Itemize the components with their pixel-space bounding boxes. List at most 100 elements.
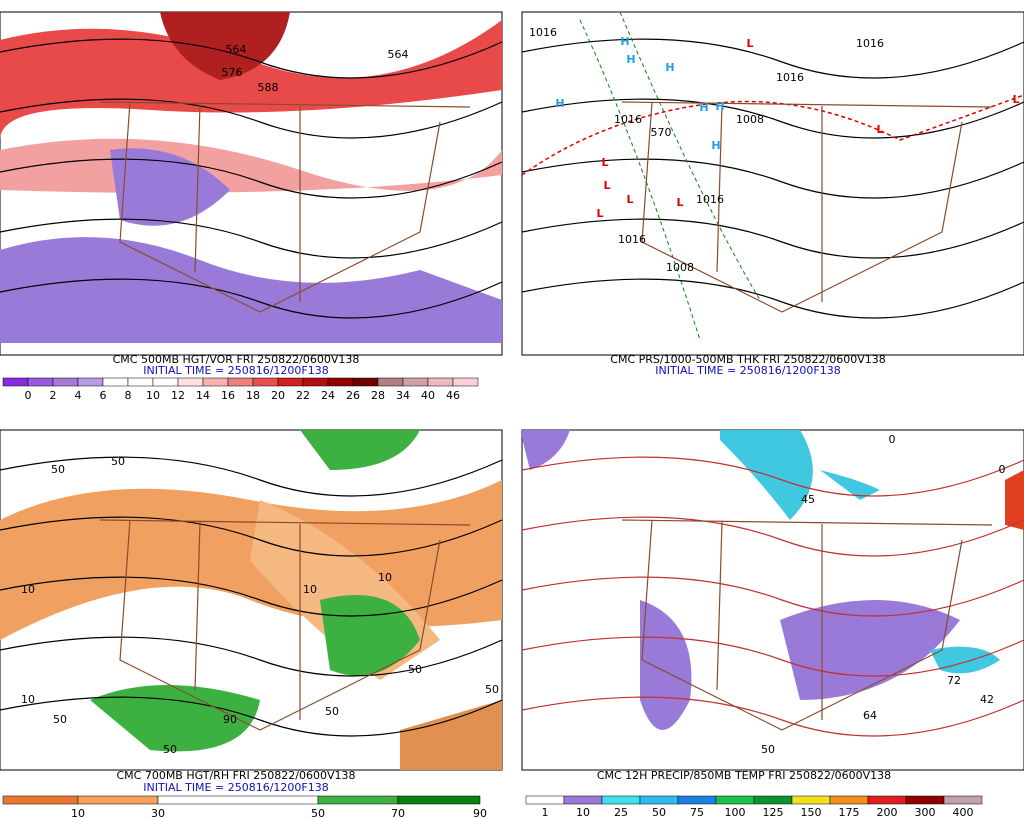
color-bin <box>525 795 565 805</box>
map-label: L <box>596 207 603 220</box>
initial-time: INITIAL TIME = 250816/1200F138 <box>143 781 328 794</box>
map-panel: 50 50 10 10 10 50 50 50 50 50 90 10 <box>0 429 503 771</box>
scale-label: 46 <box>446 389 460 402</box>
color-bin <box>77 377 104 387</box>
map-label: 50 <box>53 713 67 726</box>
contour <box>0 158 502 199</box>
map-label: 0 <box>889 433 896 446</box>
contour <box>522 38 1024 79</box>
color-bin <box>829 795 869 805</box>
scale-label: 175 <box>839 806 860 819</box>
map-label: 0 <box>999 463 1006 476</box>
color-bin <box>563 795 603 805</box>
shaded-area <box>522 430 570 470</box>
scale-label: 34 <box>396 389 410 402</box>
contour <box>0 456 502 497</box>
color-bin <box>867 795 907 805</box>
map-label: 50 <box>163 743 177 756</box>
scale-label: 12 <box>171 389 185 402</box>
map-label: 1008 <box>736 113 764 126</box>
map-content: 564 564 576 588 <box>0 12 502 343</box>
map-label: 564 <box>388 48 409 61</box>
map-panel: 564 564 576 588 <box>0 11 503 356</box>
color-bin <box>715 795 755 805</box>
map-label: H <box>699 101 708 114</box>
color-bin <box>277 377 304 387</box>
contour <box>522 278 1024 319</box>
caption: CMC PRS/1000-500MB THK FRI 250822/0600V1… <box>610 353 885 366</box>
caption: CMC 700MB HGT/RH FRI 250822/0600V138 <box>116 769 355 782</box>
map-label: H <box>665 61 674 74</box>
map-label: 1016 <box>618 233 646 246</box>
map-label: 564 <box>226 43 247 56</box>
caption: CMC 12H PRECIP/850MB TEMP FRI 250822/060… <box>597 769 891 782</box>
map-label: L <box>626 193 633 206</box>
map-label: H <box>626 53 635 66</box>
map-label: 588 <box>258 81 279 94</box>
scale-label: 20 <box>271 389 285 402</box>
map-label: L <box>676 196 683 209</box>
color-bin <box>452 377 479 387</box>
scale-label: 30 <box>151 807 165 819</box>
borders <box>99 101 471 313</box>
contour <box>0 696 502 737</box>
contour <box>522 456 1024 497</box>
color-bin <box>677 795 717 805</box>
color-bin <box>639 795 679 805</box>
map-label: 10 <box>21 693 35 706</box>
map-label: L <box>876 123 883 136</box>
color-bin <box>427 377 454 387</box>
color-bin <box>905 795 945 805</box>
color-bin <box>152 377 179 387</box>
scale-label: 2 <box>50 389 57 402</box>
contour <box>0 636 502 677</box>
color-bin <box>102 377 129 387</box>
map-label: L <box>603 179 610 192</box>
map-content: 50 50 10 10 10 50 50 50 50 50 90 10 <box>0 430 502 770</box>
scale-label: 200 <box>877 806 898 819</box>
map-label: L <box>1012 93 1019 106</box>
map-label: 50 <box>761 743 775 756</box>
scale-label: 14 <box>196 389 210 402</box>
scale-label: 100 <box>725 806 746 819</box>
color-bin <box>127 377 154 387</box>
color-bin <box>157 795 319 805</box>
thickness-line <box>522 94 1024 176</box>
scale-label: 8 <box>125 389 132 402</box>
contour <box>0 516 502 557</box>
borders <box>621 519 993 731</box>
scale-label: 24 <box>321 389 335 402</box>
contour <box>522 98 1024 139</box>
shaded-area <box>1005 470 1024 530</box>
map-label: 45 <box>801 493 815 506</box>
scale-label: 70 <box>391 807 405 819</box>
map-content: 45 72 42 50 64 0 0 <box>522 430 1024 756</box>
shaded-area <box>320 595 420 676</box>
map-label: 1016 <box>696 193 724 206</box>
color-bin <box>377 377 404 387</box>
shaded-area <box>90 685 260 752</box>
contour <box>522 218 1024 259</box>
color-bin <box>202 377 229 387</box>
map-label: L <box>601 156 608 169</box>
contour <box>522 516 1024 557</box>
shaded-area <box>400 700 502 770</box>
initial-time: INITIAL TIME = 250816/1200F138 <box>143 364 328 377</box>
scale-label: 26 <box>346 389 360 402</box>
scale-label: 25 <box>614 806 628 819</box>
scale-label: 75 <box>690 806 704 819</box>
map-label: 1016 <box>614 113 642 126</box>
contour <box>522 636 1024 677</box>
color-bin <box>397 795 481 805</box>
scale-label: 40 <box>421 389 435 402</box>
map-label: L <box>746 37 753 50</box>
map-label: H <box>620 35 629 48</box>
shaded-area <box>110 148 230 226</box>
map-label: 90 <box>223 713 237 726</box>
map-label: 1016 <box>529 26 557 39</box>
contour <box>0 38 502 79</box>
